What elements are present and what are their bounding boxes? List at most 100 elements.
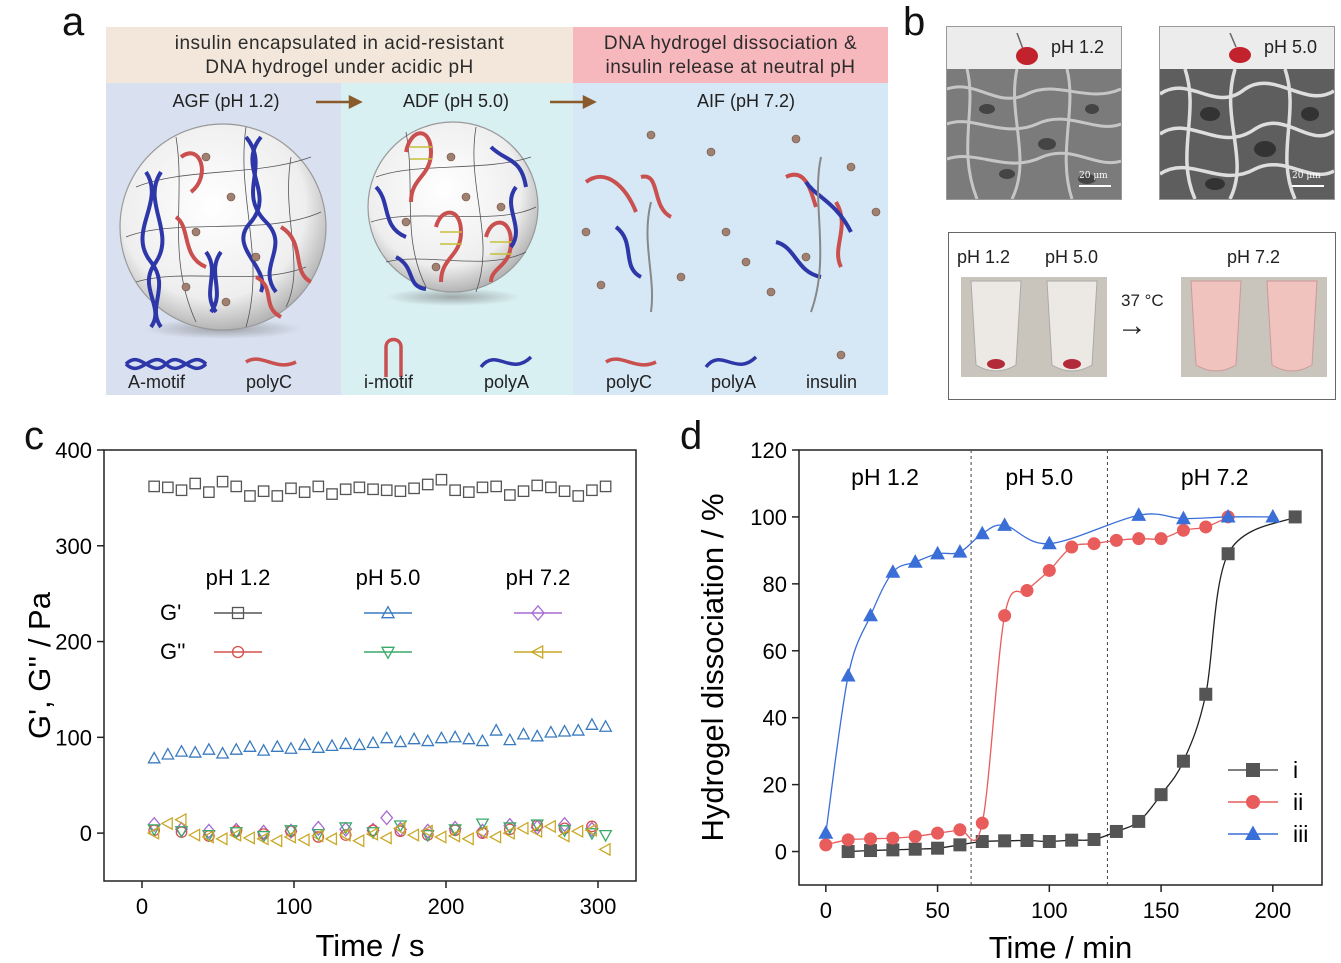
data-point-c	[147, 751, 161, 764]
data-point-c	[475, 733, 490, 747]
data-point-d	[1132, 814, 1146, 828]
scale-bar-1	[1079, 185, 1111, 187]
data-point-c	[338, 828, 351, 842]
data-point-c	[598, 719, 613, 732]
header-left-line2: DNA hydrogel under acidic pH	[205, 57, 474, 78]
data-point-c	[394, 825, 407, 838]
x-tick-label-d: 200	[1254, 898, 1291, 923]
data-point-c	[449, 484, 461, 497]
y-tick-label-d: 120	[750, 438, 787, 463]
legend-marker-d	[1245, 825, 1261, 841]
x-tick-label-c: 100	[276, 894, 313, 919]
header-right-text: DNA hydrogel dissociation & insulin rele…	[573, 32, 888, 80]
data-point-d	[998, 609, 1012, 623]
scale-bar-2	[1292, 185, 1324, 187]
y-tick-label-d: 0	[775, 840, 787, 865]
y-tick-label-c: 400	[55, 438, 92, 463]
data-point-c	[174, 812, 187, 827]
panel-label-c: c	[24, 414, 44, 458]
series-d-i	[841, 510, 1302, 859]
data-point-c	[298, 486, 311, 498]
data-point-c	[461, 731, 476, 745]
stage-adf-label: ADF (pH 5.0)	[402, 91, 510, 111]
polyc-strands-agf	[174, 151, 313, 319]
data-point-c	[448, 824, 462, 837]
gel-droplet-1	[1016, 33, 1038, 65]
data-point-d	[1154, 532, 1168, 546]
data-point-c	[461, 832, 474, 846]
legend-a-motif: A-motif	[128, 372, 186, 392]
y-tick-label-d: 60	[763, 639, 787, 664]
data-point-c	[325, 738, 339, 752]
legend-column-c: pH 1.2	[206, 565, 271, 590]
data-point-c	[545, 481, 557, 494]
data-point-c	[339, 483, 352, 496]
ph-region-label-d: pH 7.2	[1181, 464, 1249, 490]
data-point-d	[1020, 584, 1034, 598]
data-point-c	[599, 480, 612, 493]
data-point-c	[379, 831, 392, 845]
data-point-c	[230, 480, 243, 493]
data-point-d	[1131, 507, 1147, 521]
data-point-c	[230, 825, 243, 838]
data-point-c	[257, 828, 270, 840]
data-point-d	[864, 832, 878, 846]
data-point-c	[283, 830, 297, 844]
sem-image-ph50: pH 5.0 20 μm	[1159, 26, 1335, 200]
data-point-c	[475, 825, 488, 839]
data-point-d	[908, 842, 922, 856]
data-point-c	[175, 484, 188, 497]
data-point-d	[886, 831, 900, 845]
data-point-d	[1154, 788, 1168, 802]
data-point-c	[475, 818, 490, 831]
legend-label-d: ii	[1293, 789, 1303, 815]
data-point-c	[586, 484, 598, 497]
data-point-d	[1220, 508, 1236, 523]
y-axis-label-d: Hydrogel dissociation / %	[695, 493, 730, 841]
data-point-c	[435, 473, 448, 486]
data-point-d	[931, 826, 945, 840]
data-point-d	[974, 525, 990, 540]
data-point-d	[1087, 537, 1101, 551]
data-point-c	[256, 832, 269, 846]
y-tick-label-d: 80	[763, 572, 787, 597]
data-point-c	[557, 724, 572, 737]
header-right-line1: DNA hydrogel dissociation &	[603, 33, 858, 54]
data-point-c	[598, 842, 611, 857]
tubes-before	[970, 280, 1098, 372]
data-point-d	[841, 845, 855, 859]
data-point-c	[311, 740, 326, 753]
data-point-d	[1199, 687, 1213, 701]
photo-after	[1181, 277, 1327, 377]
stage-arrow-1	[316, 94, 363, 110]
y-tick-label-c: 0	[80, 821, 92, 846]
sem-texture-1	[947, 69, 1121, 199]
legend-marker-d	[1246, 763, 1260, 777]
data-point-d	[886, 843, 900, 857]
data-point-c	[489, 723, 503, 736]
x-tick-label-c: 0	[136, 894, 148, 919]
data-point-d	[1175, 510, 1191, 525]
hydrogel-sphere-agf	[119, 123, 327, 331]
tube-label-ph72: pH 7.2	[1227, 247, 1281, 267]
data-point-c	[297, 737, 312, 751]
data-point-c	[161, 481, 174, 494]
data-point-c	[543, 819, 556, 834]
stage-arrow-2	[550, 94, 597, 110]
x-tick-label-d: 0	[820, 898, 832, 923]
data-point-c	[529, 824, 543, 839]
data-point-c	[148, 480, 161, 493]
data-point-d	[953, 823, 967, 837]
legend-label-d: i	[1293, 757, 1298, 783]
data-point-c	[174, 744, 189, 757]
data-point-c	[570, 824, 584, 839]
legend-column-c: pH 5.0	[356, 565, 421, 590]
data-point-c	[476, 481, 489, 494]
data-point-c	[243, 739, 257, 752]
data-point-c	[558, 485, 571, 498]
scale-bar-label-2: 20 μm	[1292, 171, 1321, 181]
sem-texture-2	[1160, 69, 1334, 199]
data-point-c	[310, 829, 324, 843]
data-point-c	[407, 731, 421, 745]
stage-agf-label: AGF (pH 1.2)	[172, 91, 280, 111]
